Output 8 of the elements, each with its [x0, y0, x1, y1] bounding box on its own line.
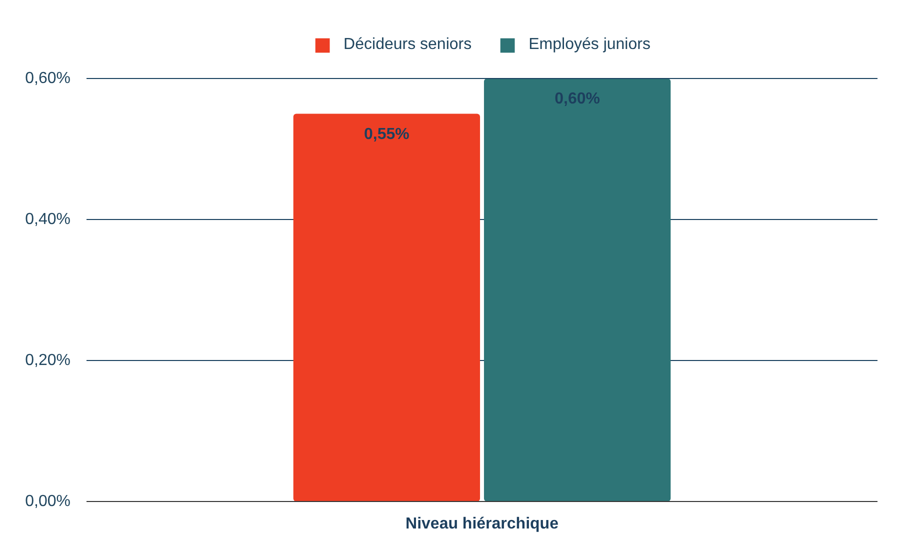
y-tick-label: 0,20%	[25, 352, 71, 369]
y-tick-label: 0,60%	[25, 70, 71, 87]
legend-label: Décideurs seniors	[344, 36, 472, 54]
y-tick-label: 0,00%	[25, 493, 71, 510]
data-label: 0,55%	[364, 126, 410, 143]
legend-label: Employés juniors	[528, 36, 650, 54]
y-tick-label: 0,40%	[25, 211, 71, 228]
x-axis-title: Niveau hiérarchique	[406, 516, 559, 532]
